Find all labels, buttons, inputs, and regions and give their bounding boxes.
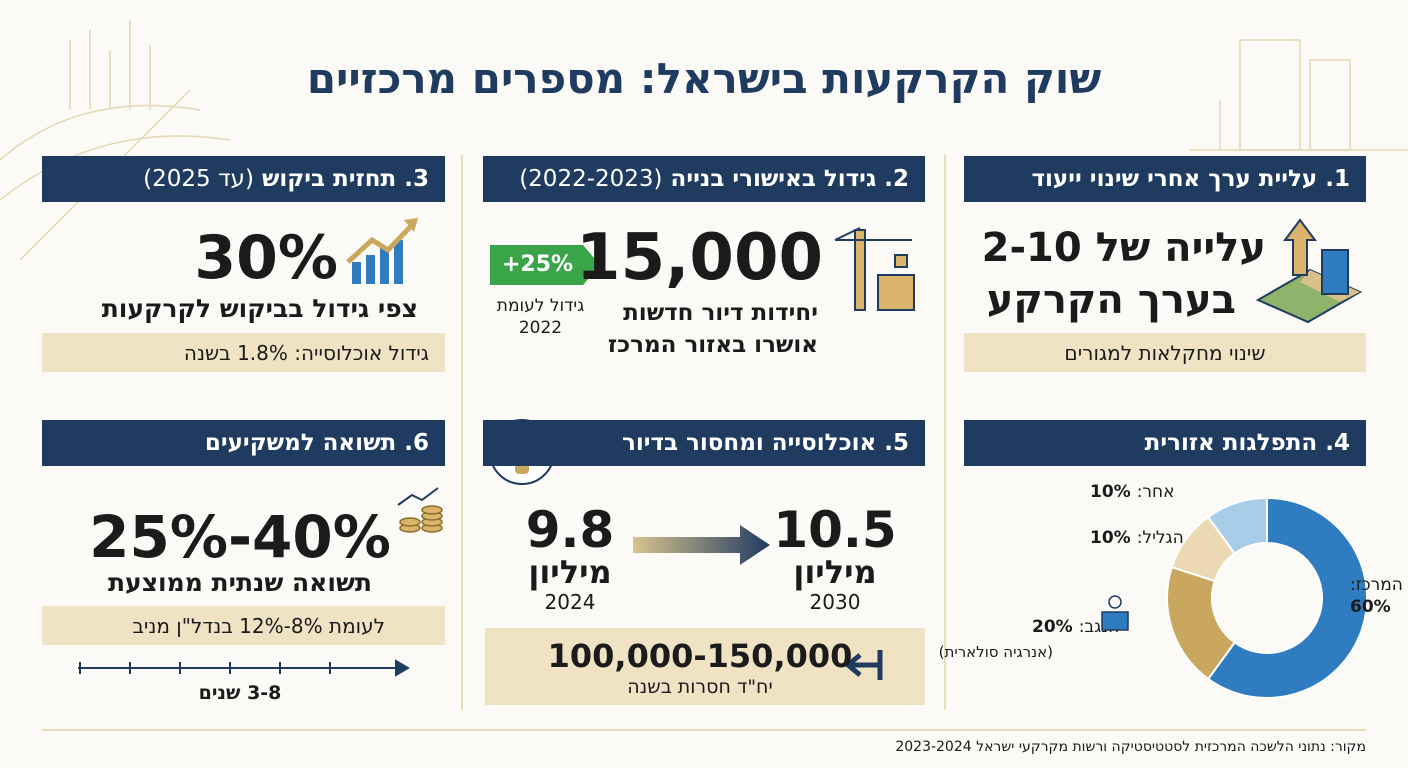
badge-text: +25% — [501, 252, 574, 277]
text: אושרו באזור המרכז — [607, 332, 818, 358]
value-label: 20% — [1032, 617, 1073, 637]
source: מקור: נתוני הלשכה המרכזית לסטטיסטיקה ורש… — [895, 739, 1366, 755]
headline: בערך הקרקע — [986, 277, 1236, 323]
header-title: 3. תחזית ביקוש — [261, 166, 429, 192]
text: יחידות דיור חדשות — [623, 300, 818, 326]
header-text: 5. אוכלוסייה ומחסור בדיור — [621, 430, 909, 456]
land-icon — [1255, 218, 1363, 324]
badge-shape — [490, 245, 600, 285]
headline: עלייה של 2-10 — [981, 225, 1266, 271]
header-note: (עד 2025) — [143, 166, 254, 192]
category-label: הגליל: — [1137, 528, 1184, 548]
donut-segment — [1206, 496, 1268, 555]
value-label: 10% — [1090, 528, 1131, 548]
header-note: (2022-2023) — [519, 166, 663, 192]
header-text: 4. התפלגות אזורית — [1144, 430, 1350, 456]
donut-segment — [1206, 496, 1368, 699]
timeline — [78, 659, 410, 677]
coins-icon — [397, 487, 443, 533]
footer-box: גידול אוכלוסייה: 1.8% בשנה — [42, 333, 445, 372]
solar-icon — [1101, 595, 1129, 631]
text: תשואה שנתית ממוצעת — [107, 568, 372, 597]
crane-icon — [834, 227, 915, 311]
panel-header: 5. אוכלוסייה ומחסור בדיור — [483, 420, 925, 466]
from-value: 9.8 — [525, 501, 615, 559]
header-text: 6. תשואה למשקיעים — [204, 430, 429, 456]
big-number: 30% — [194, 223, 338, 293]
shortage-value: 100,000-150,000 — [547, 637, 853, 675]
panel-header: 2. גידול באישורי בנייה (2022-2023) — [483, 156, 925, 202]
category-label: המרכז: — [1350, 575, 1403, 595]
from-unit: מיליון — [528, 553, 612, 591]
footer-text: לעומת 8%-12% בנדל"ן מניב — [132, 614, 385, 638]
big-number: 25%-40% — [89, 503, 391, 571]
page-title: שוק הקרקעות בישראל: מספרים מרכזיים — [306, 54, 1102, 103]
segment-label: הגליל: 10% — [1090, 528, 1184, 548]
separators — [42, 155, 1366, 731]
segment-label: המרכז: 60% — [1350, 575, 1403, 617]
sun — [1108, 595, 1122, 609]
panel-header: 1. עליית ערך אחרי שינוי ייעוד — [964, 156, 1366, 202]
value-label: 10% — [1090, 482, 1131, 502]
panel-header: 6. תשואה למשקיעים — [42, 420, 445, 466]
panel-header: 4. התפלגות אזורית — [964, 420, 1366, 466]
category-label: אחר: — [1137, 482, 1175, 502]
header-text: 3. תחזית ביקוש (עד 2025) — [143, 168, 429, 191]
trend-arrow — [633, 525, 770, 565]
footer-text: שינוי מחקלאות למגורים — [1064, 341, 1266, 365]
footer-text: גידול אוכלוסייה: 1.8% בשנה — [183, 341, 429, 365]
timeline-label: 3-8 שנים — [198, 682, 282, 704]
note: (אנרגיה סולארית) — [938, 643, 1053, 661]
to-year: 2030 — [809, 590, 861, 614]
badge-note: גידול לעומת — [496, 296, 585, 316]
shortage-note: יח"ד חסרות בשנה — [627, 676, 773, 698]
shortage-icon — [844, 650, 883, 680]
growth-icon — [346, 218, 418, 284]
big-number: 15,000 — [576, 221, 823, 295]
badge-year: 2022 — [518, 318, 563, 338]
header-text: 2. גידול באישורי בנייה (2022-2023) — [519, 168, 909, 191]
to-value: 10.5 — [773, 501, 897, 559]
header-text: 1. עליית ערך אחרי שינוי ייעוד — [1031, 166, 1350, 192]
header-title: 2. גידול באישורי בנייה — [670, 166, 909, 192]
from-year: 2024 — [544, 590, 596, 614]
footer-box: שינוי מחקלאות למגורים — [964, 333, 1366, 372]
segment-label: אחר: 10% — [1090, 482, 1175, 502]
to-unit: מיליון — [793, 553, 877, 591]
panel-header: 3. תחזית ביקוש (עד 2025) — [42, 156, 445, 202]
footer-box: לעומת 8%-12% בנדל"ן מניב — [42, 606, 445, 645]
value-label: 60% — [1350, 597, 1391, 617]
donut-chart: המרכז: 60%הנגב:20%הגליל:10%אחר:10% — [1032, 482, 1403, 699]
solar-panel — [1101, 611, 1129, 631]
text: צפי גידול בביקוש לקרקעות — [101, 294, 418, 323]
